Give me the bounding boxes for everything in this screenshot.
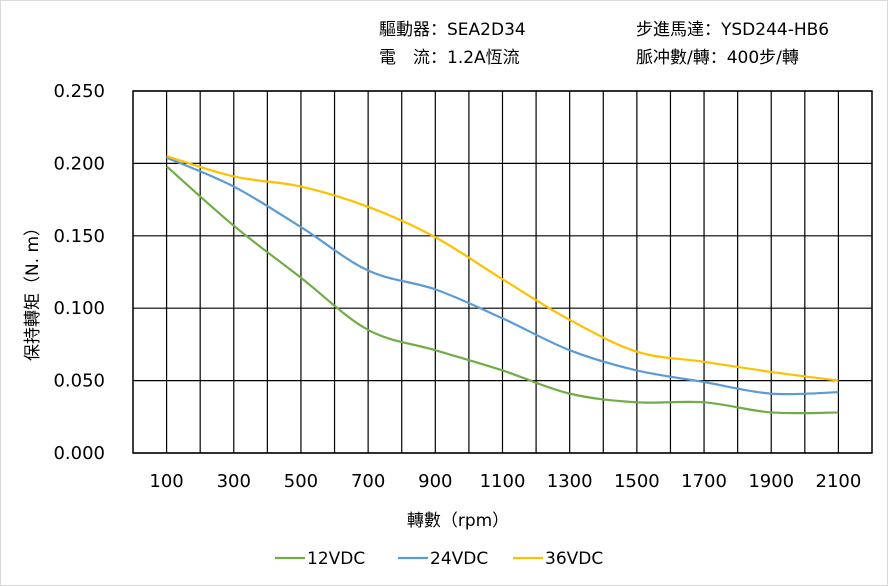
series-line-24vdc	[166, 156, 839, 396]
x-tick-label: 900	[418, 471, 452, 492]
x-tick-label: 100	[149, 471, 183, 492]
y-tick-label: 0.050	[53, 371, 105, 392]
y-tick-label: 0.250	[53, 81, 105, 102]
legend-label: 36VDC	[545, 549, 603, 569]
x-axis-label: 轉數（rpm）	[407, 511, 509, 531]
pulses-label: 脈冲數/轉：400步/轉	[636, 48, 799, 68]
x-tick-label: 1300	[547, 471, 593, 492]
plot-area	[132, 90, 873, 454]
x-tick-label: 1100	[480, 471, 526, 492]
series-line-12vdc	[165, 165, 839, 415]
driver-label: 驅動器：SEA2D34	[379, 20, 526, 40]
x-tick-label: 1500	[614, 471, 660, 492]
y-tick-label: 0.000	[53, 443, 105, 464]
x-tick-label: 2100	[816, 471, 862, 492]
legend-label: 24VDC	[430, 549, 488, 569]
y-tick-label: 0.100	[53, 298, 105, 319]
x-tick-label: 1700	[681, 471, 727, 492]
x-tick-label: 300	[217, 471, 251, 492]
x-tick-label: 500	[284, 471, 318, 492]
y-axis-label: 保持轉矩（N. m）	[23, 219, 43, 361]
series-line-36vdc	[166, 155, 839, 382]
motor-label: 步進馬達：YSD244-HB6	[636, 20, 830, 40]
y-tick-label: 0.150	[53, 226, 105, 247]
y-tick-label: 0.200	[53, 153, 105, 174]
x-tick-label: 700	[351, 471, 385, 492]
legend-label: 12VDC	[307, 549, 365, 569]
current-label: 電 流：1.2A恆流	[379, 48, 520, 68]
x-tick-label: 1900	[748, 471, 794, 492]
